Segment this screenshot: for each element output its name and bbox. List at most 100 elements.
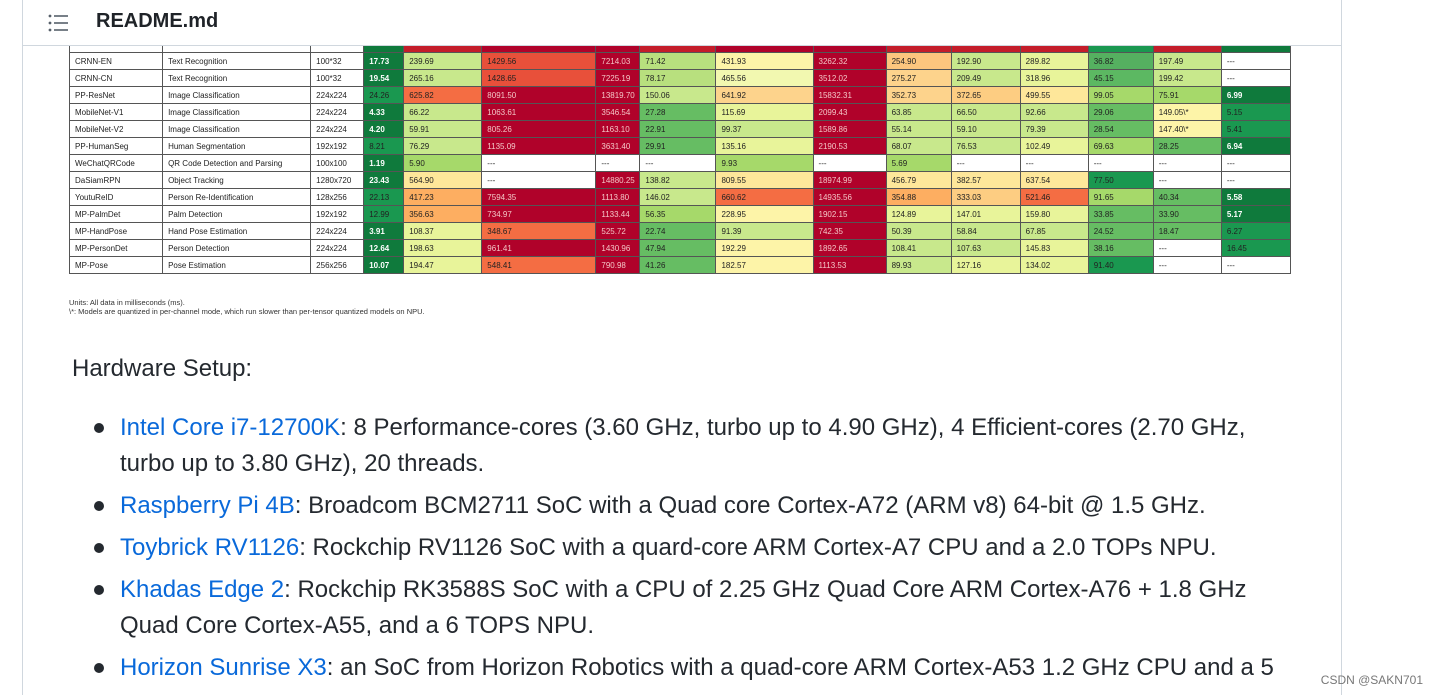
hardware-link[interactable]: Intel Core i7-12700K: [120, 414, 341, 441]
table-cell: 41.26: [639, 256, 717, 274]
table-cell: [1019, 45, 1089, 53]
table-cell: 33.85: [1087, 205, 1154, 223]
table-cell: 9.93: [715, 154, 814, 172]
table-cell: 352.73: [885, 86, 952, 104]
table-row: CRNN-EN Text Recognition 100*32 17.73 239.69…: [69, 52, 1292, 70]
table-cell: 68.07: [885, 137, 952, 155]
table-cell: 146.02: [639, 188, 717, 206]
table-cell: 77.50: [1087, 171, 1154, 189]
table-cell: ---: [639, 154, 717, 172]
table-cell: ---: [1152, 239, 1222, 257]
table-cell: 660.62: [715, 188, 814, 206]
list-unordered-icon[interactable]: [46, 11, 70, 35]
table-cell: 40.34: [1152, 188, 1222, 206]
table-cell: 289.82: [1019, 52, 1089, 70]
table-cell: 431.93: [715, 52, 814, 70]
table-cell: 790.98: [595, 256, 641, 274]
hardware-desc: : 8 Performance-cores (3.60 GHz, turbo u…: [120, 414, 1246, 477]
table-cell: 79.39: [1019, 120, 1089, 138]
table-cell: [1152, 45, 1222, 53]
table-cell: 128x256: [310, 188, 365, 206]
hardware-link[interactable]: Horizon Sunrise X3: [120, 654, 327, 681]
table-cell: 147.40\*: [1152, 120, 1222, 138]
table-cell: 47.94: [639, 239, 717, 257]
table-cell: ---: [1220, 256, 1292, 274]
hardware-link[interactable]: Toybrick RV1126: [120, 534, 300, 561]
hardware-desc: : an SoC from Horizon Robotics with a qu…: [326, 654, 1274, 681]
table-row: MP-PersonDet Person Detection 224x224 12.64…: [69, 239, 1292, 257]
hardware-link[interactable]: Khadas Edge 2: [120, 576, 285, 603]
table-cell: [595, 45, 641, 53]
bullet-icon: [94, 663, 104, 673]
table-cell: ---: [481, 171, 597, 189]
table-cell: MobileNet-V2: [69, 120, 164, 138]
table-row: PP-HumanSeg Human Segmentation 192x192 8.21…: [69, 137, 1292, 155]
table-cell: 14880.25: [595, 171, 641, 189]
hardware-link[interactable]: Raspberry Pi 4B: [120, 492, 295, 519]
hardware-desc: : Broadcom BCM2711 SoC with a Quad core …: [294, 492, 1206, 519]
table-cell: 1902.15: [812, 205, 887, 223]
table-cell: 5.17: [1220, 205, 1292, 223]
table-cell: 8091.50: [481, 86, 597, 104]
table-row: WeChatQRCode QR Code Detection and Parsin…: [69, 154, 1292, 172]
table-cell: [1087, 45, 1154, 53]
table-cell: YoutuReID: [69, 188, 164, 206]
table-row: [69, 45, 1292, 53]
table-cell: 18.47: [1152, 222, 1222, 240]
table-cell: 7594.35: [481, 188, 597, 206]
table-cell: 7214.03: [595, 52, 641, 70]
table-cell: ---: [1152, 154, 1222, 172]
table-cell: 1133.44: [595, 205, 641, 223]
table-cell: 127.16: [950, 256, 1021, 274]
table-cell: 91.39: [715, 222, 814, 240]
file-title: README.md: [96, 10, 219, 32]
table-cell: 354.88: [885, 188, 952, 206]
table-cell: 16.45: [1220, 239, 1292, 257]
table-cell: [1220, 45, 1292, 53]
table-cell: 192x192: [310, 137, 365, 155]
table-cell: 3512.02: [812, 69, 887, 87]
table-cell: 4.33: [363, 103, 405, 121]
table-cell: [885, 45, 952, 53]
table-cell: 23.43: [363, 171, 405, 189]
table-cell: 12.64: [363, 239, 405, 257]
table-cell: 99.05: [1087, 86, 1154, 104]
table-cell: 150.06: [639, 86, 717, 104]
table-cell: 19.54: [363, 69, 405, 87]
table-cell: 100x100: [310, 154, 365, 172]
table-cell: Image Classification: [162, 103, 312, 121]
table-cell: 3631.40: [595, 137, 641, 155]
table-cell: 29.91: [639, 137, 717, 155]
table-cell: 2099.43: [812, 103, 887, 121]
table-cell: 50.39: [885, 222, 952, 240]
table-cell: 91.40: [1087, 256, 1154, 274]
table-cell: Pose Estimation: [162, 256, 312, 274]
table-cell: 521.46: [1019, 188, 1089, 206]
bullet-icon: [94, 543, 104, 553]
table-cell: MP-Pose: [69, 256, 164, 274]
table-cell: 33.90: [1152, 205, 1222, 223]
hardware-list: Intel Core i7-12700K: 8 Performance-core…: [72, 410, 1302, 692]
table-cell: CRNN-EN: [69, 52, 164, 70]
table-cell: DaSiamRPN: [69, 171, 164, 189]
table-cell: 224x224: [310, 222, 365, 240]
table-cell: 224x224: [310, 239, 365, 257]
table-cell: [639, 45, 717, 53]
table-cell: 194.47: [403, 256, 483, 274]
list-item: Intel Core i7-12700K: 8 Performance-core…: [72, 410, 1302, 482]
table-cell: 22.13: [363, 188, 405, 206]
table-cell: 5.69: [885, 154, 952, 172]
table-cell: 192.90: [950, 52, 1021, 70]
table-cell: 198.63: [403, 239, 483, 257]
table-cell: 265.16: [403, 69, 483, 87]
table-cell: 6.94: [1220, 137, 1292, 155]
table-cell: 333.03: [950, 188, 1021, 206]
table-cell: 10.07: [363, 256, 405, 274]
table-cell: CRNN-CN: [69, 69, 164, 87]
quantized-note: \*: Models are quantized in per-channel …: [69, 307, 425, 316]
table-cell: 805.26: [481, 120, 597, 138]
table-cell: 228.95: [715, 205, 814, 223]
table-cell: Image Classification: [162, 86, 312, 104]
table-cell: 71.42: [639, 52, 717, 70]
table-cell: 78.17: [639, 69, 717, 87]
